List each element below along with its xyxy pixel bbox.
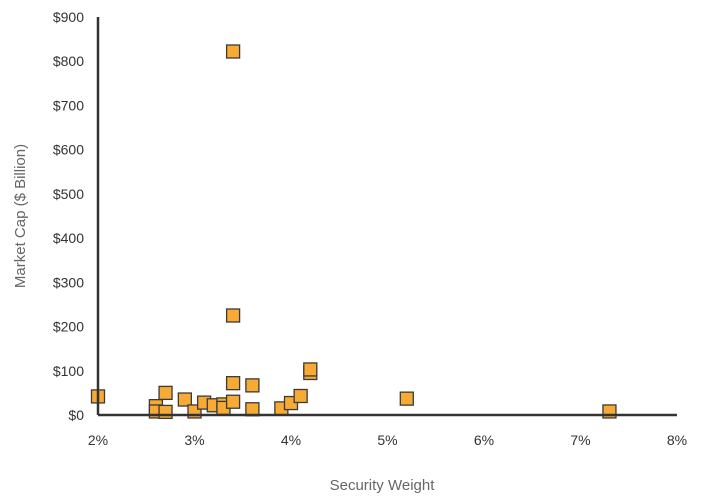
data-point [245, 378, 260, 393]
x-tick-label: 7% [570, 432, 590, 448]
x-tick-label: 8% [667, 432, 687, 448]
y-tick-label: $400 [53, 230, 84, 246]
y-tick-label: $100 [53, 363, 84, 379]
data-point [177, 392, 193, 407]
x-tick-label: 2% [88, 432, 108, 448]
y-axis-title: Market Cap ($ Billion) [12, 144, 29, 288]
y-tick-label: $500 [53, 186, 84, 202]
data-point [225, 44, 241, 59]
y-tick-label: $600 [53, 142, 84, 158]
y-tick-label: $0 [68, 407, 84, 423]
y-axis-ticks: $0 $100 $200 $300 $400 $500 $600 $700 $800 $900 [53, 9, 84, 423]
y-tick-label: $800 [53, 53, 84, 69]
data-point [225, 394, 241, 409]
data-point [303, 362, 318, 377]
y-tick-label: $200 [53, 319, 84, 335]
data-point [225, 308, 241, 323]
x-axis-title: Security Weight [330, 477, 436, 494]
x-tick-label: 5% [377, 432, 397, 448]
data-point [158, 385, 173, 401]
y-tick-label: $300 [53, 274, 84, 290]
data-point [158, 404, 173, 420]
x-tick-label: 3% [184, 432, 204, 448]
x-axis-ticks: 2% 3% 4% 5% 6% 7% 8% [88, 432, 687, 448]
x-tick-label: 6% [474, 432, 494, 448]
data-point [225, 376, 241, 391]
y-tick-label: $900 [53, 9, 84, 25]
data-point [399, 391, 414, 406]
data-point [293, 388, 308, 404]
plot-area [90, 17, 677, 420]
y-tick-label: $700 [53, 97, 84, 113]
x-tick-label: 4% [281, 432, 301, 448]
data-points [90, 44, 617, 420]
